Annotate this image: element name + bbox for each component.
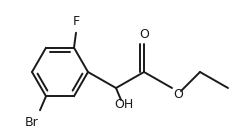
Text: Br: Br [25,116,39,129]
Text: O: O [173,88,183,101]
Text: O: O [139,28,149,42]
Text: OH: OH [114,98,134,111]
Text: F: F [72,15,80,28]
